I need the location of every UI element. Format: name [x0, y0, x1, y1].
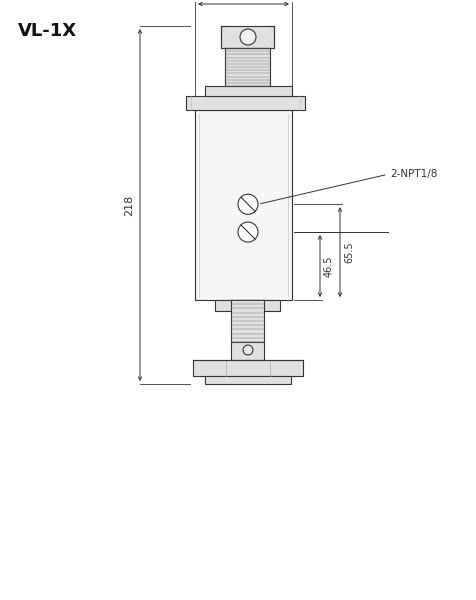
Bar	[215, 300, 279, 311]
Text: 46.5: 46.5	[323, 255, 333, 277]
Circle shape	[238, 222, 258, 242]
Text: 2-NPT1/8: 2-NPT1/8	[389, 169, 436, 179]
Circle shape	[239, 29, 256, 45]
Bar	[205, 86, 291, 96]
Bar	[193, 360, 302, 376]
Bar	[195, 110, 291, 300]
Text: 218: 218	[124, 194, 134, 215]
Bar	[220, 26, 273, 48]
Circle shape	[238, 194, 258, 214]
Bar	[230, 342, 263, 360]
Bar	[205, 376, 290, 384]
Circle shape	[242, 345, 252, 355]
Bar	[225, 48, 269, 86]
Bar	[186, 96, 304, 110]
Bar	[230, 300, 263, 342]
Text: 65.5: 65.5	[343, 241, 353, 263]
Text: VL-1X: VL-1X	[18, 22, 77, 40]
